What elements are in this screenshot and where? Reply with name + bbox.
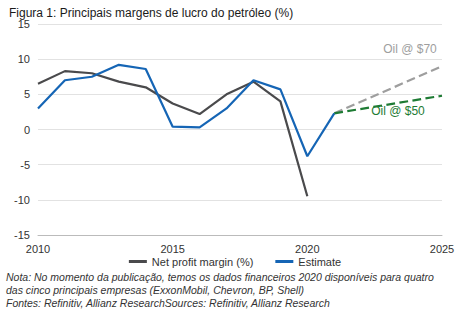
svg-text:5: 5 bbox=[24, 88, 30, 100]
svg-text:Fontes: Refinitiv, Allianz Res: Fontes: Refinitiv, Allianz ResearchSourc… bbox=[6, 297, 330, 309]
svg-text:0: 0 bbox=[24, 124, 30, 136]
svg-text:das cinco principais empresas: das cinco principais empresas (ExxonMobi… bbox=[6, 284, 304, 296]
svg-text:15: 15 bbox=[17, 18, 30, 30]
svg-text:-15: -15 bbox=[14, 229, 30, 241]
svg-text:Nota: No momento da publicação: Nota: No momento da publicação, temos os… bbox=[6, 271, 437, 283]
svg-text:Figura 1: Principais margens d: Figura 1: Principais margens de lucro do… bbox=[9, 6, 293, 20]
svg-text:10: 10 bbox=[18, 53, 30, 65]
svg-text:-10: -10 bbox=[14, 194, 30, 206]
svg-text:-5: -5 bbox=[20, 159, 30, 171]
svg-text:2025: 2025 bbox=[430, 243, 454, 255]
svg-text:Estimate: Estimate bbox=[298, 256, 341, 268]
svg-text:Net profit margin (%): Net profit margin (%) bbox=[152, 256, 253, 268]
svg-text:Oil @ $70: Oil @ $70 bbox=[383, 42, 437, 56]
svg-text:Oil @ $50: Oil @ $50 bbox=[371, 104, 425, 118]
svg-text:2010: 2010 bbox=[26, 243, 50, 255]
svg-text:2020: 2020 bbox=[295, 243, 319, 255]
svg-text:2015: 2015 bbox=[160, 243, 184, 255]
